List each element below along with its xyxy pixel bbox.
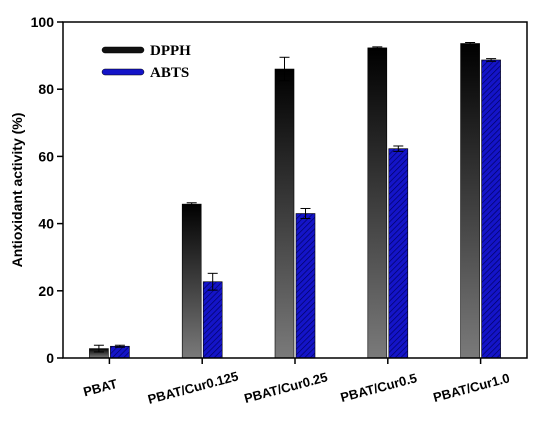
y-tick-label: 40	[38, 216, 54, 232]
y-tick-label: 0	[46, 350, 54, 366]
bar-dpph-1	[181, 203, 202, 359]
y-tick-label: 80	[38, 81, 54, 97]
legend-swatch-abts	[101, 68, 145, 76]
bar-abts-4	[481, 59, 501, 359]
y-tick-label: 100	[31, 14, 55, 30]
bar-abts-1	[202, 281, 223, 359]
error-bars-layer	[93, 41, 497, 353]
bar-dpph-2	[274, 68, 295, 359]
bars-layer	[89, 43, 501, 359]
y-tick-label: 20	[38, 283, 54, 299]
y-tick-label: 60	[38, 148, 54, 164]
legend-swatch-dpph	[101, 46, 145, 54]
x-tick-label: PBAT	[82, 376, 119, 399]
legend-label-dpph: DPPH	[150, 43, 191, 59]
x-tick-label: PBAT/Cur0.125	[146, 368, 240, 407]
y-axis-label: Antioxidant activity (%)	[9, 113, 25, 268]
bar-abts-0	[110, 345, 130, 359]
legend: DPPH ABTS	[101, 43, 191, 81]
bar-abts-3	[388, 148, 409, 359]
bar-dpph-3	[367, 47, 388, 359]
x-tick-label: PBAT/Cur0.5	[339, 370, 419, 405]
bar-dpph-4	[460, 43, 480, 359]
x-tick-label: PBAT/Cur1.0	[432, 370, 512, 405]
x-tick-label: PBAT/Cur0.25	[242, 369, 329, 406]
y-axis-ticks: 0 20 40 60 80 100	[31, 14, 63, 366]
bar-abts-2	[295, 213, 316, 359]
legend-label-abts: ABTS	[150, 65, 189, 81]
x-axis-ticks: PBAT PBAT/Cur0.125 PBAT/Cur0.25 PBAT/Cur0.5…	[82, 358, 512, 407]
